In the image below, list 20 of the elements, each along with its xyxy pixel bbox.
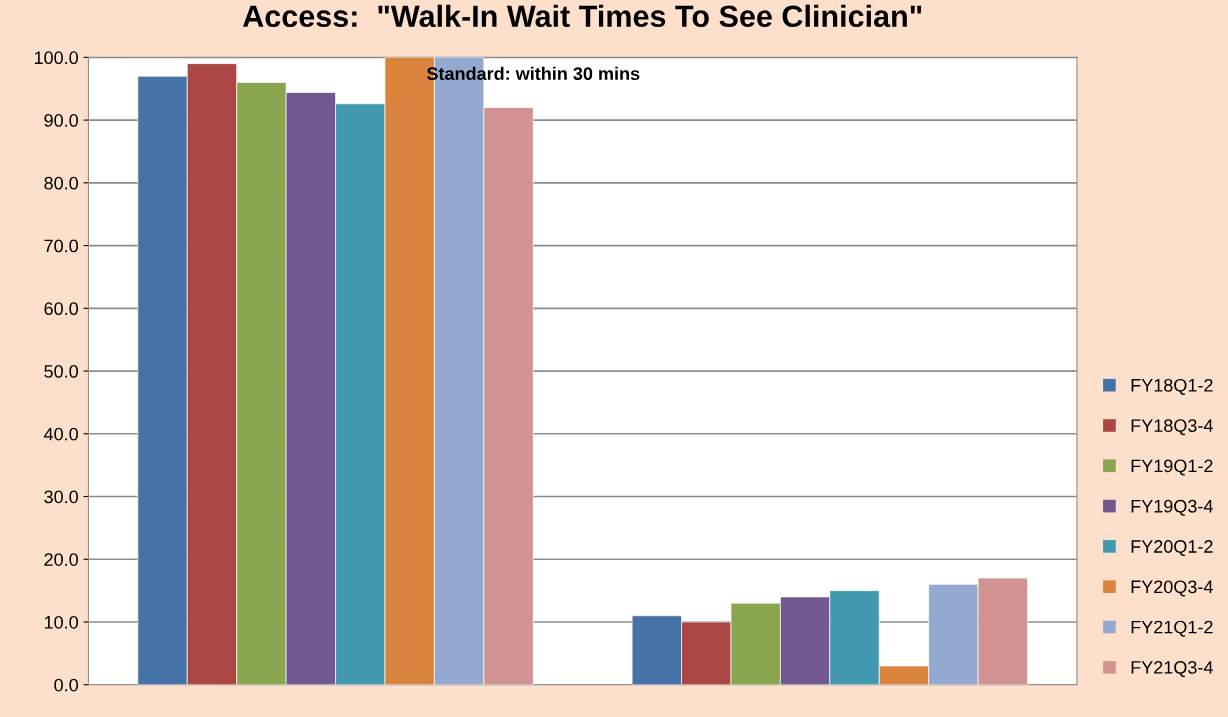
y-tick-label: 10.0 — [44, 615, 78, 629]
legend-label: FY18Q1-2 — [1131, 378, 1213, 395]
y-tick-label: 100.0 — [34, 51, 78, 65]
legend-label: FY21Q3-4 — [1131, 661, 1213, 678]
y-tick-label: 40.0 — [43, 427, 78, 441]
legend-label: FY20Q3-4 — [1131, 580, 1213, 597]
legend-label: FY19Q1-2 — [1131, 459, 1213, 476]
y-tick-label: 80.0 — [44, 176, 78, 190]
y-tick-label: 60.0 — [44, 302, 78, 316]
y-tick-label: 50.0 — [44, 364, 78, 378]
chart-title: Access: "Walk-In Wait Times To See Clinician" — [242, 4, 922, 28]
legend-label: FY19Q3-4 — [1131, 499, 1213, 516]
legend-label: FY20Q1-2 — [1131, 540, 1213, 557]
y-tick-label: 90.0 — [44, 114, 78, 127]
legend-label: FY18Q3-4 — [1131, 419, 1213, 436]
y-tick-label: 0.0 — [54, 678, 78, 692]
y-tick-label: 20.0 — [44, 553, 78, 566]
y-tick-label: 30.0 — [44, 490, 78, 504]
legend-label: FY21Q1-2 — [1131, 620, 1213, 637]
y-tick-label: 70.0 — [44, 239, 78, 253]
